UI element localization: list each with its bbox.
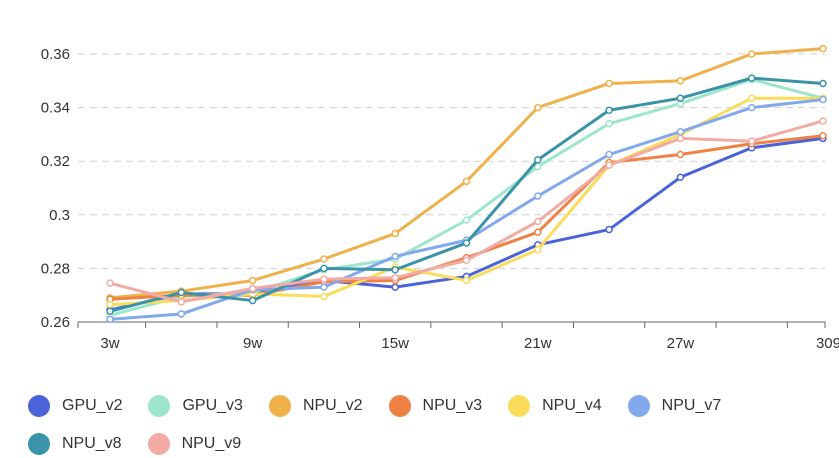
data-point[interactable] <box>747 74 756 82</box>
legend-swatch <box>388 395 411 417</box>
legend-label: NPU_v7 <box>661 397 722 414</box>
data-point[interactable] <box>605 150 613 159</box>
y-tick-label: 0.34 <box>41 100 70 117</box>
data-point[interactable] <box>391 283 399 291</box>
data-point[interactable] <box>676 150 685 159</box>
legend-item-npu-v9[interactable]: NPU_v9 <box>147 430 242 458</box>
legend-swatch <box>28 395 50 417</box>
x-tick-label: 21w <box>524 335 552 352</box>
legend-item-npu-v2[interactable]: NPU_v2 <box>268 392 363 420</box>
data-point[interactable] <box>747 50 756 58</box>
data-point[interactable] <box>605 119 613 128</box>
data-point[interactable] <box>248 296 257 305</box>
data-point[interactable] <box>177 298 186 306</box>
data-point[interactable] <box>676 127 685 136</box>
data-point[interactable] <box>534 103 542 112</box>
axes: 0.26 0.28 0.3 0.32 0.34 0.36 3w 9w 15w 21w 27w 3099… <box>41 46 839 352</box>
x-tick-label: 27w <box>667 335 695 352</box>
legend-swatch <box>268 395 291 417</box>
legend-label: NPU_v4 <box>542 397 602 414</box>
y-tick-label: 0.3 <box>49 207 70 224</box>
data-point[interactable] <box>747 94 756 102</box>
data-point[interactable] <box>747 137 756 145</box>
legend: GPU_v2 GPU_v3 NPU_v2 NPU_v3 NPU_v4 NPU_v7 NPU_… <box>28 392 828 458</box>
legend-item-npu-v3[interactable]: NPU_v3 <box>388 392 483 420</box>
legend-label: NPU_v9 <box>181 435 242 452</box>
legend-label: NPU_v8 <box>62 435 122 452</box>
data-point[interactable] <box>106 307 114 316</box>
data-point[interactable] <box>462 276 471 285</box>
data-point[interactable] <box>462 177 471 186</box>
series-lines <box>106 44 827 324</box>
data-point[interactable] <box>106 315 114 324</box>
data-point[interactable] <box>462 239 471 247</box>
data-point[interactable] <box>676 173 685 182</box>
x-tick-label: 9w <box>243 335 262 352</box>
data-point[interactable] <box>534 217 542 226</box>
data-point[interactable] <box>462 216 471 224</box>
data-point[interactable] <box>605 225 613 234</box>
data-point[interactable] <box>106 279 114 287</box>
data-point[interactable] <box>106 300 114 309</box>
data-point[interactable] <box>177 310 186 318</box>
data-point[interactable] <box>534 156 542 164</box>
data-point[interactable] <box>605 106 613 115</box>
data-point[interactable] <box>819 44 827 53</box>
data-point[interactable] <box>391 252 399 261</box>
x-tick-label: 309944 <box>816 335 839 352</box>
legend-label: NPU_v3 <box>422 397 483 414</box>
data-point[interactable] <box>819 79 827 88</box>
grid-lines <box>78 53 825 269</box>
data-point[interactable] <box>605 161 613 169</box>
y-tick-label: 0.26 <box>41 314 70 331</box>
legend-swatch <box>148 395 171 417</box>
data-point[interactable] <box>320 255 328 263</box>
data-point[interactable] <box>391 229 399 238</box>
x-tick-label: 15w <box>381 335 409 352</box>
data-point[interactable] <box>819 117 827 125</box>
data-point[interactable] <box>320 292 328 301</box>
data-point[interactable] <box>747 103 756 112</box>
data-point[interactable] <box>248 276 257 285</box>
legend-label: GPU_v2 <box>62 397 123 414</box>
data-point[interactable] <box>462 256 471 265</box>
legend-item-npu-v7[interactable]: NPU_v7 <box>627 392 722 420</box>
data-point[interactable] <box>177 288 186 297</box>
y-tick-label: 0.36 <box>41 46 70 63</box>
data-point[interactable] <box>676 77 685 85</box>
data-point[interactable] <box>534 245 542 254</box>
y-tick-label: 0.28 <box>41 260 70 277</box>
legend-item-npu-v4[interactable]: NPU_v4 <box>508 392 602 420</box>
legend-item-npu-v8[interactable]: NPU_v8 <box>28 430 122 458</box>
data-point[interactable] <box>320 275 328 283</box>
y-tick-label: 0.32 <box>41 153 70 170</box>
data-point[interactable] <box>391 265 399 274</box>
series-line-gpu-v2 <box>109 136 824 312</box>
data-point[interactable] <box>605 79 613 88</box>
x-tick-label: 3w <box>100 335 119 352</box>
data-point[interactable] <box>676 94 685 102</box>
data-point[interactable] <box>391 274 399 282</box>
legend-item-gpu-v2[interactable]: GPU_v2 <box>28 392 122 420</box>
legend-item-gpu-v3[interactable]: GPU_v3 <box>148 392 243 420</box>
data-point[interactable] <box>320 283 328 291</box>
legend-swatch <box>147 433 170 455</box>
legend-label: GPU_v3 <box>182 397 243 414</box>
legend-label: NPU_v2 <box>302 397 363 414</box>
data-point[interactable] <box>819 95 827 104</box>
data-point[interactable] <box>534 192 542 200</box>
data-point[interactable] <box>320 264 328 273</box>
line-chart: 0.26 0.28 0.3 0.32 0.34 0.36 3w 9w 15w 21w 27w 3099… <box>41 44 839 352</box>
data-point[interactable] <box>819 131 827 140</box>
legend-swatch <box>627 395 650 417</box>
data-point[interactable] <box>248 284 257 293</box>
legend-swatch <box>508 395 531 417</box>
data-point[interactable] <box>676 134 685 143</box>
data-point[interactable] <box>534 228 542 236</box>
legend-swatch <box>28 433 50 455</box>
